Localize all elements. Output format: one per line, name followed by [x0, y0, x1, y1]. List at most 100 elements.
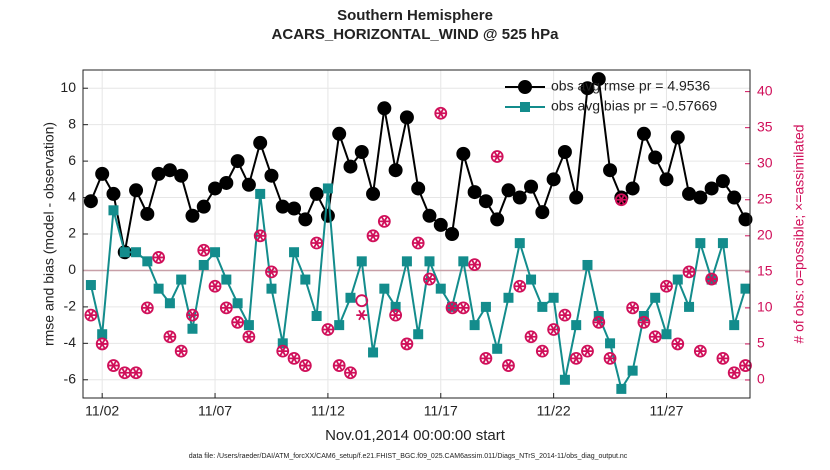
assimilated-obs-point	[581, 345, 593, 357]
rmse-point	[140, 206, 155, 221]
bias-point	[153, 283, 164, 294]
rmse-point	[332, 126, 347, 141]
assimilated-obs-point	[299, 360, 311, 371]
rmse-point	[343, 159, 358, 174]
assimilated-obs-point	[356, 309, 368, 321]
bias-point	[289, 247, 300, 258]
y2-tick-label: 35	[757, 118, 773, 134]
bias-point	[142, 256, 153, 267]
bias-point	[661, 329, 672, 340]
rmse-point	[162, 163, 177, 178]
assimilated-obs-point	[220, 302, 232, 314]
rmse-point	[399, 110, 414, 125]
y2-tick-label: 10	[757, 299, 773, 315]
rmse-point	[478, 194, 493, 209]
assimilated-obs-point	[254, 230, 266, 242]
rmse-point	[298, 212, 313, 227]
assimilated-obs-point	[107, 360, 119, 371]
y2-tick-label: 40	[757, 82, 773, 98]
bias-point	[548, 292, 559, 303]
assimilated-obs-point	[593, 317, 605, 328]
bias-point	[277, 338, 288, 349]
rmse-point	[253, 135, 268, 150]
assimilated-obs-point	[694, 345, 706, 357]
rmse-point	[230, 154, 245, 169]
rmse-point	[264, 168, 279, 183]
x-tick-label: 11/07	[198, 403, 232, 419]
rmse-point	[670, 130, 685, 145]
bias-point	[559, 374, 570, 385]
assimilated-obs-point	[344, 367, 356, 378]
bias-point	[458, 256, 469, 267]
rmse-point	[320, 208, 335, 223]
assimilated-obs-point	[141, 302, 153, 314]
assimilated-obs-point	[649, 331, 661, 342]
bias-point	[684, 301, 695, 312]
rmse-point	[309, 186, 324, 201]
y-tick-label: -4	[64, 334, 77, 350]
bias-point	[469, 320, 480, 331]
assimilated-obs-point	[672, 338, 684, 350]
rmse-point	[636, 126, 651, 141]
x-tick-label: 11/12	[311, 403, 345, 419]
rmse-point	[129, 183, 144, 198]
rmse-point	[715, 174, 730, 189]
y-tick-label: 2	[68, 225, 76, 241]
rmse-point	[433, 217, 448, 232]
rmse-point	[174, 168, 189, 183]
assimilated-obs-point	[514, 281, 526, 292]
chart-title: Southern Hemisphere	[337, 7, 493, 24]
assimilated-obs-point	[739, 360, 751, 371]
plot-frame	[82, 69, 751, 399]
bias-point	[108, 205, 119, 216]
rmse-point	[219, 175, 234, 190]
bias-point	[243, 320, 254, 331]
rmse-point	[603, 163, 618, 178]
legend-label: obs avg rmse pr = 4.9536	[551, 78, 710, 94]
assimilated-obs-point	[130, 367, 142, 378]
bias-point	[176, 274, 187, 285]
assimilated-obs-point	[423, 273, 435, 285]
bias-point	[605, 338, 616, 349]
assimilated-obs-point	[311, 237, 323, 249]
bias-point	[729, 320, 740, 331]
assimilated-obs-point	[96, 338, 108, 350]
rmse-point	[467, 185, 482, 200]
y-axis-label: rmse and bias (model - observation)	[41, 122, 57, 346]
y-tick-label: 0	[68, 261, 76, 277]
assimilated-obs-point	[660, 281, 672, 292]
bias-point	[266, 283, 277, 294]
bias-point	[401, 256, 412, 267]
assimilated-obs-point	[232, 317, 244, 328]
rmse-point	[546, 172, 561, 187]
x-axis-label: Nov.01,2014 00:00:00 start	[325, 427, 506, 444]
bias-point	[255, 188, 266, 199]
assimilated-obs-point	[536, 345, 548, 357]
assimilated-obs-point	[480, 353, 492, 364]
bias-point	[334, 320, 345, 331]
bias-point	[345, 292, 356, 303]
y2-tick-label: 15	[757, 263, 773, 279]
rmse-point	[196, 199, 211, 214]
rmse-point	[648, 150, 663, 165]
y2-tick-label: 30	[757, 154, 773, 170]
assimilated-obs-point	[412, 237, 424, 249]
assimilated-obs-point	[164, 331, 176, 342]
bias-point	[413, 329, 424, 340]
y-tick-label: -6	[64, 370, 77, 386]
bias-point	[322, 183, 333, 194]
assimilated-obs-point	[401, 338, 413, 350]
y-tick-label: 10	[60, 79, 76, 95]
rmse-point	[241, 177, 256, 192]
rmse-point	[388, 163, 403, 178]
bias-point	[492, 343, 503, 354]
bias-point	[514, 238, 525, 249]
assimilated-obs-point	[378, 216, 390, 227]
rmse-point	[83, 194, 98, 209]
assimilated-obs-point	[728, 367, 740, 378]
assimilated-obs-point	[153, 252, 165, 263]
assimilated-obs-point	[604, 353, 616, 364]
rmse-point	[727, 190, 742, 205]
x-tick-label: 11/17	[424, 403, 458, 419]
bias-point	[221, 274, 232, 285]
